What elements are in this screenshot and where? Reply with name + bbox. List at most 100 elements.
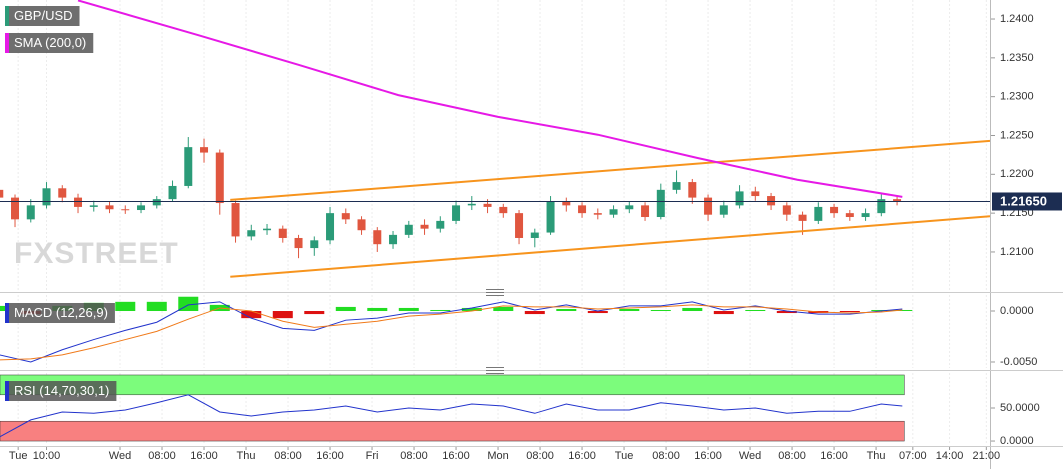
- y-tick-label: 50.0000: [1000, 402, 1040, 414]
- macd-histogram-bar: [745, 309, 766, 312]
- candle-body: [719, 205, 728, 215]
- candle-body: [861, 213, 870, 218]
- x-tick-label: Wed: [109, 450, 131, 462]
- legend-box: [5, 33, 94, 53]
- x-tick-label: 08:00: [526, 450, 554, 462]
- candle-body: [357, 219, 366, 231]
- candle-body: [121, 209, 130, 211]
- candle-body: [231, 203, 240, 237]
- candle-body: [200, 147, 209, 153]
- indicator-line: [0, 301, 903, 363]
- x-tick-label: 16:00: [190, 450, 218, 462]
- resize-handle[interactable]: [486, 367, 504, 374]
- candle-body: [499, 206, 508, 214]
- macd-histogram-bar: [493, 306, 514, 312]
- candle-body: [562, 201, 571, 206]
- macd-histogram-bar: [304, 311, 325, 315]
- legend-text: MACD (12,26,9): [14, 305, 108, 320]
- macd-histogram-bar: [619, 308, 640, 312]
- x-tick-label: 16:00: [442, 450, 470, 462]
- candle-body: [168, 185, 177, 200]
- x-tick-label: Tue: [615, 450, 634, 462]
- candle-body: [515, 213, 524, 238]
- y-tick-label: 1.2350: [1000, 52, 1034, 64]
- macd-histogram-bar: [0, 305, 10, 312]
- x-tick-label: Mon: [487, 450, 508, 462]
- legend-marker: [5, 33, 9, 53]
- candle-body: [89, 205, 98, 207]
- candle-body: [530, 232, 539, 238]
- x-tick-label: 07:00: [899, 450, 927, 462]
- candle-body: [751, 191, 760, 197]
- x-tick-label: 16:00: [316, 450, 344, 462]
- candle-body: [326, 213, 335, 241]
- macd-histogram-bar: [776, 311, 797, 314]
- candle-body: [578, 205, 587, 214]
- marks-layer: FXSTREET: [0, 0, 991, 438]
- x-tick-label: Wed: [739, 450, 761, 462]
- y-tick-label: -0.0050: [1000, 356, 1037, 368]
- candle-body: [452, 205, 461, 221]
- macd-histogram-bar: [682, 307, 703, 312]
- y-tick-label: 1.2300: [1000, 91, 1034, 103]
- x-tick-label: 08:00: [148, 450, 176, 462]
- y-tick-label: 1.2250: [1000, 129, 1034, 141]
- x-tick-label: 08:00: [652, 450, 680, 462]
- watermark: FXSTREET: [14, 237, 179, 270]
- x-tick-label: 10:00: [33, 450, 61, 462]
- macd-histogram-bar: [272, 311, 293, 319]
- macd-histogram-bar: [556, 308, 577, 312]
- x-tick-label: 16:00: [820, 450, 848, 462]
- candle-body: [184, 147, 193, 186]
- candle-body: [310, 240, 319, 249]
- macd-histogram-bar: [524, 311, 545, 315]
- macd-histogram-bar: [892, 309, 913, 312]
- candle-body: [641, 205, 650, 218]
- rsi-band: [0, 420, 905, 442]
- candle-body: [467, 203, 476, 206]
- sma-line: [77, 0, 903, 198]
- candle-body: [215, 152, 224, 204]
- candle-body: [341, 213, 350, 220]
- x-tick-label: Tue: [9, 450, 28, 462]
- x-tick-label: 08:00: [274, 450, 302, 462]
- y-tick-label: 1.2100: [1000, 246, 1034, 258]
- macd-histogram-bar: [115, 301, 136, 312]
- candle-body: [137, 205, 146, 211]
- macd-histogram-bar: [367, 307, 388, 312]
- candle-body: [278, 228, 287, 238]
- grid-layer: [0, 0, 995, 450]
- candle-body: [672, 182, 681, 190]
- indicator-line: [0, 304, 903, 361]
- candle-body: [845, 213, 854, 218]
- y-tick-label: 0.0000: [1000, 435, 1034, 447]
- legend-text: SMA (200,0): [14, 35, 86, 50]
- candle-body: [105, 205, 114, 210]
- candle-body: [294, 237, 303, 249]
- indicator-line: [0, 394, 903, 438]
- x-tick-label: Thu: [237, 450, 256, 462]
- candle-body: [0, 189, 4, 198]
- x-tick-label: 16:00: [568, 450, 596, 462]
- candle-body: [782, 205, 791, 215]
- labels-layer: 1.21001.21501.22001.22501.23001.23501.24…: [5, 6, 1062, 462]
- x-tick-label: 08:00: [400, 450, 428, 462]
- resize-handle[interactable]: [486, 289, 504, 296]
- legend-marker: [5, 303, 9, 323]
- legend-box: [5, 381, 117, 401]
- legend-box: [5, 6, 80, 26]
- y-tick-label: 0.0000: [1000, 305, 1034, 317]
- macd-histogram-bar: [713, 311, 734, 315]
- legend-text: GBP/USD: [14, 8, 73, 23]
- candle-body: [373, 230, 382, 245]
- candle-body: [704, 197, 713, 215]
- macd-histogram-bar: [241, 311, 262, 319]
- candle-body: [735, 191, 744, 206]
- candle-body: [420, 224, 429, 229]
- candle-body: [893, 199, 902, 202]
- macd-histogram-bar: [146, 301, 167, 312]
- macd-histogram-bar: [461, 307, 482, 312]
- macd-histogram-bar: [839, 311, 860, 313]
- candle-body: [814, 206, 823, 221]
